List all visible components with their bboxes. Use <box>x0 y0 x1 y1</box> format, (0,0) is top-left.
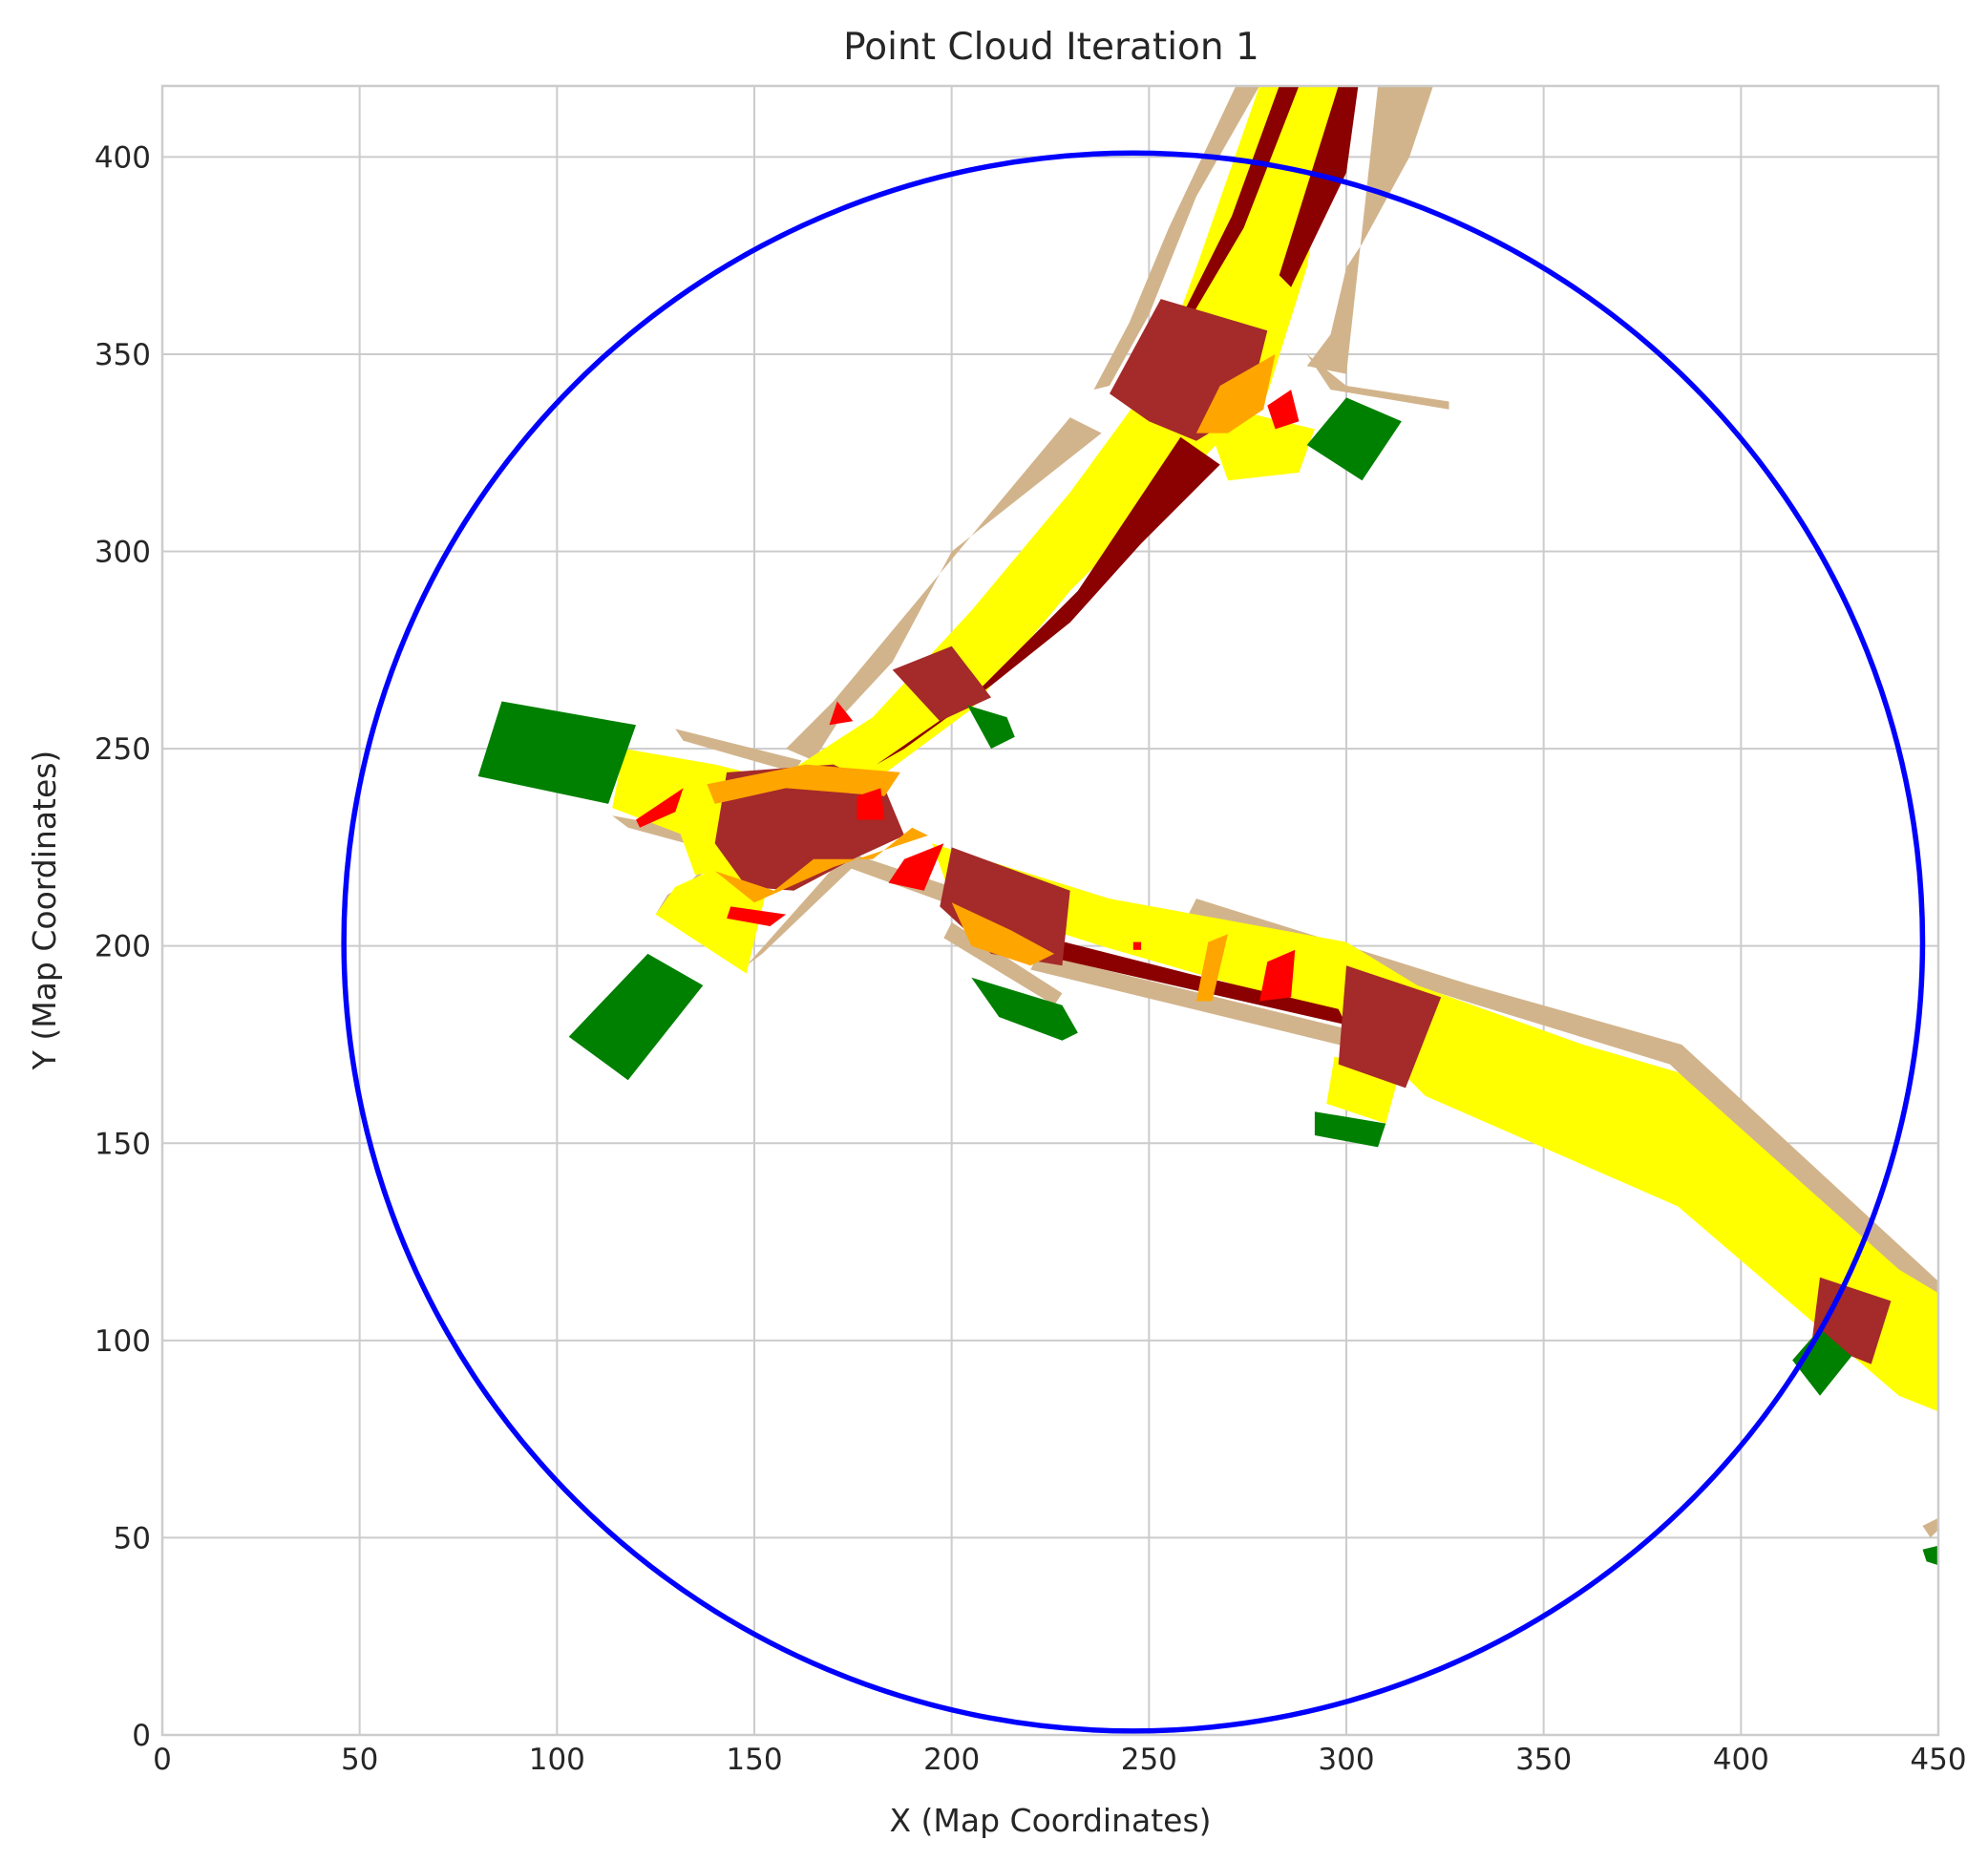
lane-region-18 <box>1173 86 1300 335</box>
x-tick-label-50: 50 <box>341 1743 378 1777</box>
crosswalk-region-32 <box>1195 934 1228 1002</box>
x-tick-label-350: 350 <box>1515 1743 1572 1777</box>
y-tick-label-300: 300 <box>95 536 151 570</box>
x-tick-label-150: 150 <box>726 1743 782 1777</box>
marking-region-36 <box>636 788 684 828</box>
sidewalk-region-4 <box>675 729 802 772</box>
lane-region-19 <box>1279 86 1359 287</box>
x-tick-label-100: 100 <box>529 1743 585 1777</box>
lane-region-21 <box>971 918 1346 1026</box>
crosswalk-region-29 <box>707 764 900 804</box>
y-tick-label-100: 100 <box>95 1324 151 1359</box>
sidewalk-region-12 <box>1922 1517 1938 1538</box>
y-axis-label: Y (Map Coordinates) <box>26 751 63 1071</box>
vegetation-region-41 <box>1306 397 1402 481</box>
marking-region-38 <box>727 906 787 926</box>
x-tick-label-450: 450 <box>1910 1743 1966 1777</box>
plot-frame <box>160 84 1940 1737</box>
marking-region-40 <box>1132 941 1142 950</box>
sidewalk-region-2 <box>1306 353 1449 410</box>
sidewalk-region-1 <box>1093 86 1260 391</box>
range-circle-layer <box>341 150 1926 1734</box>
range-circle <box>341 150 1926 1734</box>
sidewalk-region-3 <box>786 417 1102 761</box>
road-region-17 <box>1326 1056 1398 1124</box>
y-tick-labels: 0 50 100 150 200 250 300 350 400 <box>95 140 151 1753</box>
x-tick-label-250: 250 <box>1121 1743 1177 1777</box>
marking-region-37 <box>888 843 944 891</box>
y-tick-label-50: 50 <box>114 1521 151 1555</box>
vegetation-region-48 <box>1922 1545 1938 1566</box>
crosswalk-region-30 <box>714 827 928 903</box>
vegetation-region-43 <box>568 953 704 1081</box>
y-tick-label-250: 250 <box>95 732 151 767</box>
vegetation-region-42 <box>477 701 636 804</box>
lane-region-20 <box>877 436 1220 765</box>
intersection-region-24 <box>714 764 905 891</box>
vegetation-region-46 <box>1314 1111 1386 1148</box>
crosswalk-region-28 <box>1195 353 1276 434</box>
marking-region-39 <box>1259 949 1296 1002</box>
vegetation-region-45 <box>971 977 1078 1041</box>
x-tick-label-400: 400 <box>1713 1743 1769 1777</box>
chart-title: Point Cloud Iteration 1 <box>843 26 1259 69</box>
y-tick-label-350: 350 <box>95 338 151 372</box>
x-tick-labels: 0 50 100 150 200 250 300 350 400 450 <box>153 1743 1966 1777</box>
crosswalk-region-31 <box>951 902 1055 966</box>
marking-region-34 <box>829 701 854 726</box>
y-tick-label-400: 400 <box>95 140 151 175</box>
marking-region-33 <box>1267 390 1300 430</box>
sidewalk-region-0 <box>1306 86 1433 374</box>
y-tick-label-150: 150 <box>95 1127 151 1161</box>
intersection-region-23 <box>892 645 991 722</box>
y-tick-label-0: 0 <box>132 1719 151 1753</box>
x-tick-label-0: 0 <box>153 1743 172 1777</box>
x-tick-label-300: 300 <box>1318 1743 1374 1777</box>
sidewalk-region-7 <box>746 858 854 966</box>
y-tick-label-200: 200 <box>95 930 151 964</box>
x-axis-label: X (Map Coordinates) <box>889 1802 1211 1839</box>
marking-region-35 <box>857 788 885 820</box>
vegetation-region-47 <box>1792 1328 1852 1396</box>
intersection-region-26 <box>1338 965 1442 1089</box>
vegetation-region-44 <box>967 705 1015 750</box>
x-tick-label-200: 200 <box>923 1743 980 1777</box>
